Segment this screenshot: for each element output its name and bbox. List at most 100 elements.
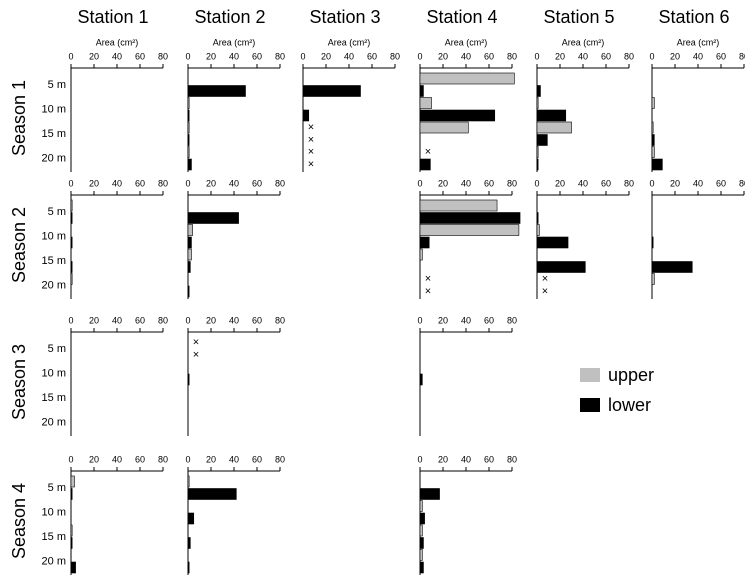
bar: [419, 537, 424, 549]
x-tick-label: 80: [507, 315, 517, 325]
row-title: Season 4: [9, 483, 29, 559]
x-axis-label: Area (cm²): [213, 37, 256, 47]
depth-label: 15 m: [42, 128, 66, 140]
x-tick-label: 80: [275, 178, 285, 188]
bar: [187, 97, 190, 109]
missing-label: ×: [193, 349, 199, 361]
x-tick-label: 20: [438, 178, 448, 188]
legend-label: upper: [608, 365, 654, 385]
bar: [302, 85, 361, 97]
missing-label: ×: [308, 158, 314, 170]
x-tick-label: 80: [507, 51, 517, 61]
depth-label: 20 m: [42, 152, 66, 164]
x-tick-label: 40: [578, 51, 588, 61]
x-tick-label: 20: [555, 178, 565, 188]
bar: [651, 97, 655, 109]
x-tick-label: 60: [484, 51, 494, 61]
x-tick-label: 60: [367, 51, 377, 61]
missing-label: ×: [308, 146, 314, 158]
x-tick-label: 20: [438, 454, 448, 464]
bar: [187, 373, 190, 386]
bar: [419, 524, 423, 537]
x-tick-label: 80: [739, 51, 745, 61]
bar: [70, 261, 73, 273]
x-tick-label: 40: [578, 178, 588, 188]
depth-label: 5 m: [48, 206, 66, 218]
bar: [187, 248, 192, 261]
x-tick-label: 80: [507, 178, 517, 188]
x-tick-label: 0: [68, 454, 73, 464]
x-tick-label: 0: [300, 51, 305, 61]
bar: [419, 72, 515, 85]
x-tick-label: 0: [534, 178, 539, 188]
depth-label: 10 m: [42, 103, 66, 115]
x-tick-label: 80: [158, 454, 168, 464]
legend-swatch-lower: [580, 398, 600, 412]
x-tick-label: 60: [484, 178, 494, 188]
bar: [187, 158, 192, 171]
bar: [187, 236, 192, 249]
x-tick-label: 60: [484, 454, 494, 464]
missing-label: ×: [425, 146, 431, 158]
bar: [187, 109, 190, 122]
bar: [419, 212, 521, 224]
x-tick-label: 80: [158, 51, 168, 61]
x-tick-label: 0: [417, 315, 422, 325]
bar: [536, 134, 548, 146]
x-tick-label: 40: [693, 178, 703, 188]
x-tick-label: 40: [461, 315, 471, 325]
bar: [419, 549, 423, 561]
x-tick-label: 20: [206, 51, 216, 61]
x-tick-label: 20: [670, 51, 680, 61]
bar: [70, 236, 73, 249]
bar: [187, 537, 191, 549]
missing-label: ×: [308, 134, 314, 146]
bar: [536, 261, 586, 273]
x-tick-label: 80: [739, 178, 745, 188]
x-tick-label: 0: [417, 454, 422, 464]
missing-label: ×: [425, 285, 431, 297]
x-tick-label: 80: [275, 454, 285, 464]
column-title: Station 5: [543, 7, 614, 27]
x-tick-label: 0: [534, 51, 539, 61]
bar: [187, 561, 190, 574]
bar: [419, 109, 496, 122]
bar: [187, 285, 190, 298]
x-tick-label: 20: [438, 51, 448, 61]
bar: [419, 97, 432, 109]
x-tick-label: 60: [252, 315, 262, 325]
x-tick-label: 20: [89, 315, 99, 325]
x-tick-label: 80: [624, 178, 634, 188]
x-tick-label: 0: [185, 454, 190, 464]
x-tick-label: 20: [438, 315, 448, 325]
x-tick-label: 80: [158, 178, 168, 188]
bar: [70, 524, 73, 537]
x-tick-label: 40: [229, 454, 239, 464]
x-tick-label: 0: [68, 51, 73, 61]
column-title: Station 3: [309, 7, 380, 27]
x-tick-label: 60: [484, 315, 494, 325]
bar: [187, 488, 237, 500]
x-tick-label: 20: [89, 178, 99, 188]
bar: [536, 158, 539, 171]
bar: [70, 561, 76, 574]
x-tick-label: 80: [624, 51, 634, 61]
x-tick-label: 60: [135, 454, 145, 464]
x-tick-label: 80: [390, 51, 400, 61]
x-tick-label: 40: [461, 51, 471, 61]
bar: [187, 512, 195, 525]
x-tick-label: 20: [206, 315, 216, 325]
x-axis-label: Area (cm²): [96, 37, 139, 47]
x-tick-label: 40: [112, 315, 122, 325]
depth-label: 10 m: [42, 506, 66, 518]
bar: [187, 146, 190, 158]
x-tick-label: 40: [693, 51, 703, 61]
bar: [187, 134, 190, 146]
bar: [536, 146, 539, 158]
depth-label: 15 m: [42, 392, 66, 404]
depth-label: 20 m: [42, 416, 66, 428]
bar: [187, 121, 190, 134]
x-tick-label: 0: [417, 51, 422, 61]
x-tick-label: 20: [206, 178, 216, 188]
depth-label: 5 m: [48, 343, 66, 355]
